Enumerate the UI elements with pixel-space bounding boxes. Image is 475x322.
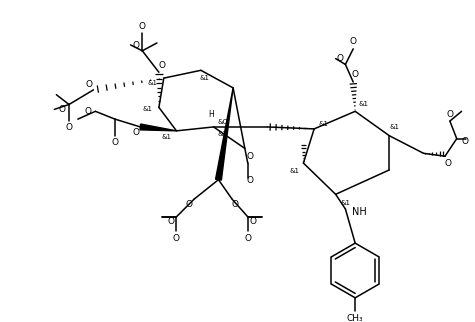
Text: O: O [231,200,238,209]
Text: O: O [445,158,451,167]
Text: &1: &1 [359,101,369,108]
Text: O: O [446,110,453,119]
Text: &1: &1 [218,131,228,137]
Polygon shape [140,124,177,131]
Text: &1: &1 [319,121,329,127]
Text: O: O [249,217,256,226]
Text: O: O [66,123,73,132]
Text: H: H [208,110,214,119]
Text: O: O [133,128,140,137]
Text: O: O [85,80,92,90]
Text: O: O [84,107,91,116]
Text: O: O [246,152,253,161]
Text: O: O [139,22,146,31]
Text: O: O [173,234,180,243]
Text: &1: &1 [162,134,171,140]
Text: O: O [244,234,251,243]
Text: &1: &1 [142,106,152,112]
Text: NH: NH [352,207,367,217]
Text: &1: &1 [389,124,399,130]
Text: O: O [246,176,253,185]
Text: &1: &1 [341,200,351,206]
Text: O: O [461,137,468,146]
Text: O: O [133,42,140,51]
Text: O: O [336,54,343,63]
Text: &1: &1 [147,80,157,86]
Text: CH₃: CH₃ [347,314,363,322]
Text: O: O [186,200,193,209]
Text: O: O [167,217,174,226]
Text: &O: &O [218,119,229,125]
Polygon shape [216,88,233,180]
Text: O: O [158,61,165,70]
Text: O: O [59,105,66,114]
Text: O: O [352,70,359,79]
Text: O: O [112,138,118,147]
Text: &1: &1 [200,75,210,81]
Text: &1: &1 [290,168,300,174]
Text: O: O [350,36,357,45]
